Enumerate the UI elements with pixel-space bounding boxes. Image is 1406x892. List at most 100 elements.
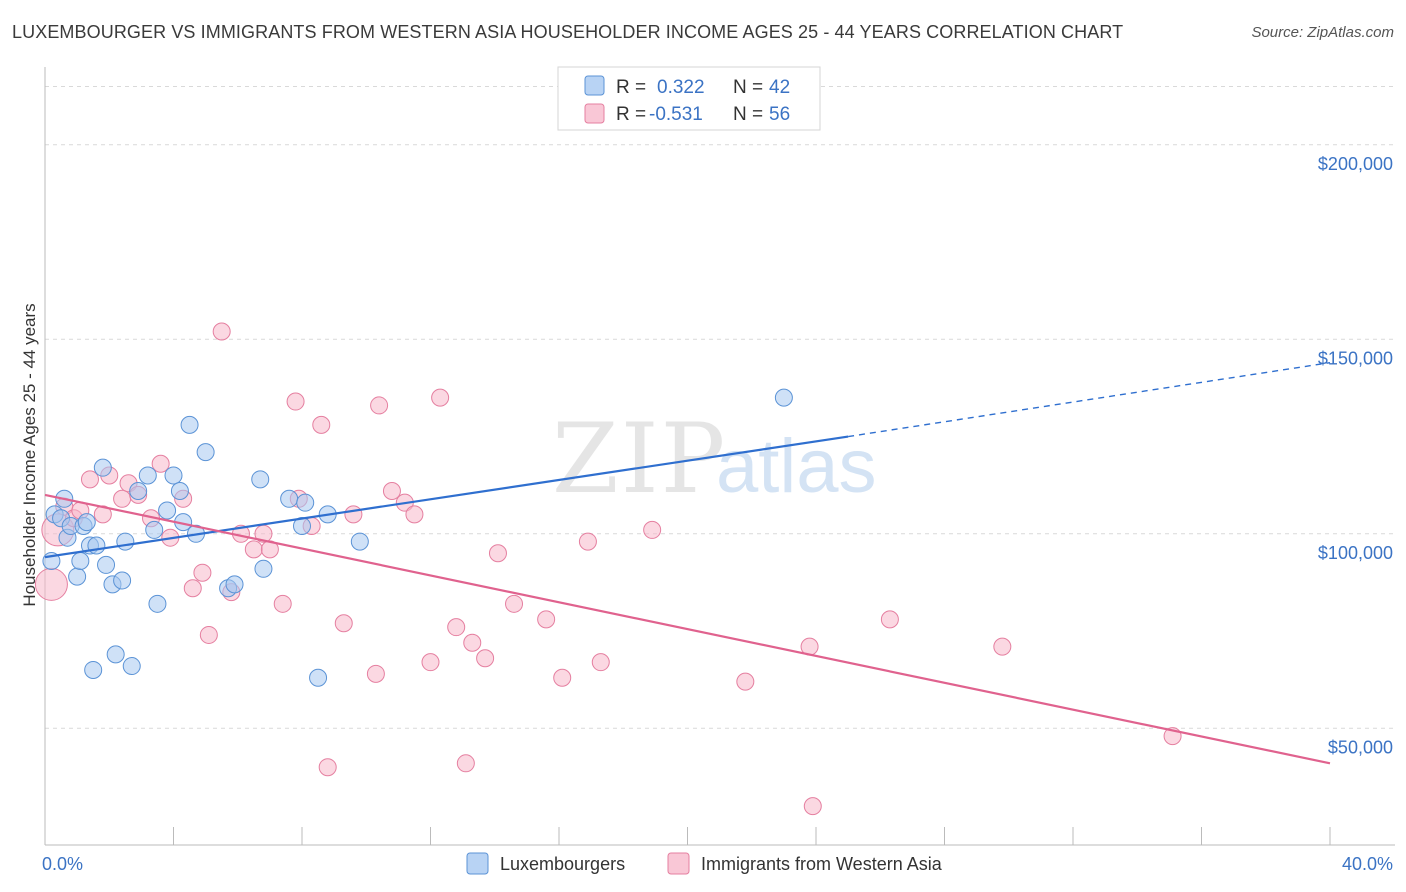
trend-line-luxembourgers (44, 435, 849, 559)
data-point-immigrants (431, 388, 450, 407)
legend-n-value-1: 42 (769, 77, 790, 98)
data-point-immigrants (591, 653, 610, 672)
data-point-immigrants (151, 454, 170, 473)
bottom-legend-swatch-blue (466, 852, 489, 875)
bottom-legend-label-luxembourgers: Luxembourgers (500, 854, 625, 874)
legend-r-value-1: 0.322 (657, 77, 705, 98)
y-axis-tick-labels: $50,000 $100,000 $150,000 $200,000 (1318, 154, 1393, 757)
data-point-immigrants (456, 754, 475, 773)
watermark-atlas: atlas (716, 424, 877, 509)
x-tick-label-min: 0.0% (42, 854, 83, 874)
data-point-immigrants (244, 540, 263, 559)
data-point-immigrants (476, 649, 495, 668)
trend-line-luxembourgers-extension (848, 361, 1331, 438)
data-point-immigrants (488, 544, 507, 563)
trend-line-immigrants (44, 493, 1331, 765)
data-point-luxembourgers (93, 458, 112, 477)
data-point-immigrants (183, 579, 202, 598)
data-point-immigrants (312, 415, 331, 434)
data-point-immigrants (447, 618, 466, 637)
series-legend: Luxembourgers Immigrants from Western As… (466, 852, 943, 875)
data-point-luxembourgers (180, 415, 199, 434)
legend-r-value-2: -0.531 (649, 104, 703, 125)
data-point-immigrants (334, 614, 353, 633)
data-point-immigrants (366, 664, 385, 683)
data-point-luxembourgers (145, 520, 164, 539)
data-point-luxembourgers (350, 532, 369, 551)
data-point-immigrants (736, 672, 755, 691)
data-point-luxembourgers (77, 513, 96, 532)
data-point-luxembourgers (225, 575, 244, 594)
data-point-luxembourgers (158, 501, 177, 520)
legend-n-label-2: N = (733, 104, 763, 125)
data-point-immigrants (113, 489, 132, 508)
source-note: Source: ZipAtlas.com (1251, 24, 1394, 41)
data-point-immigrants (318, 758, 337, 777)
data-point-luxembourgers (68, 567, 87, 586)
data-point-luxembourgers (84, 660, 103, 679)
data-point-luxembourgers (106, 645, 125, 664)
y-tick-label: $50,000 (1328, 737, 1393, 757)
bottom-legend-swatch-pink (667, 852, 690, 875)
data-point-immigrants (553, 668, 572, 687)
data-point-immigrants (93, 505, 112, 524)
data-point-immigrants (880, 610, 899, 629)
watermark: ZIP atlas (552, 403, 877, 515)
data-point-luxembourgers (280, 489, 299, 508)
legend-r-label-1: R = (616, 77, 646, 98)
x-tick-label-max: 40.0% (1342, 854, 1393, 874)
x-axis-ticks (173, 827, 1331, 845)
data-point-immigrants (578, 532, 597, 551)
data-point-luxembourgers (774, 388, 793, 407)
data-point-luxembourgers (97, 555, 116, 574)
data-point-immigrants (193, 563, 212, 582)
bottom-legend-label-immigrants: Immigrants from Western Asia (701, 854, 943, 874)
data-point-luxembourgers (296, 493, 315, 512)
legend-swatch-blue (584, 75, 605, 96)
data-point-immigrants (405, 505, 424, 524)
data-point-immigrants (286, 392, 305, 411)
data-point-immigrants (34, 567, 68, 601)
data-point-luxembourgers (122, 657, 141, 676)
chart-title: LUXEMBOURGER VS IMMIGRANTS FROM WESTERN … (12, 22, 1124, 42)
data-point-luxembourgers (113, 571, 132, 590)
data-point-immigrants (505, 594, 524, 613)
data-point-luxembourgers (196, 443, 215, 462)
legend-n-label-1: N = (733, 77, 763, 98)
series-immigrants-western-asia (34, 322, 1182, 816)
data-point-luxembourgers (148, 594, 167, 613)
data-point-immigrants (643, 520, 662, 539)
y-axis-title: Householder Income Ages 25 - 44 years (20, 303, 39, 606)
legend-n-value-2: 56 (769, 104, 790, 125)
correlation-legend: R = 0.322 N = 42 R = -0.531 N = 56 (557, 66, 821, 131)
data-point-immigrants (803, 797, 822, 816)
data-point-luxembourgers (170, 482, 189, 501)
data-point-immigrants (993, 637, 1012, 656)
data-point-immigrants (273, 594, 292, 613)
y-tick-label: $100,000 (1318, 543, 1393, 563)
y-tick-label: $150,000 (1318, 348, 1393, 368)
data-point-immigrants (537, 610, 556, 629)
data-point-luxembourgers (116, 532, 135, 551)
data-point-immigrants (344, 505, 363, 524)
data-point-immigrants (80, 470, 99, 489)
data-point-immigrants (199, 625, 218, 644)
trend-lines (44, 361, 1331, 765)
data-point-immigrants (382, 482, 401, 501)
data-point-immigrants (212, 322, 231, 341)
data-point-immigrants (370, 396, 389, 415)
legend-swatch-pink (584, 103, 605, 124)
data-point-luxembourgers (309, 668, 328, 687)
y-tick-label: $200,000 (1318, 154, 1393, 174)
data-point-luxembourgers (254, 559, 273, 578)
data-point-immigrants (463, 633, 482, 652)
data-point-luxembourgers (251, 470, 270, 489)
data-point-immigrants (421, 653, 440, 672)
legend-r-label-2: R = (616, 104, 646, 125)
data-point-luxembourgers (164, 466, 183, 485)
data-point-luxembourgers (138, 466, 157, 485)
axes (44, 67, 1395, 846)
data-point-luxembourgers (129, 482, 148, 501)
data-point-luxembourgers (71, 552, 90, 571)
